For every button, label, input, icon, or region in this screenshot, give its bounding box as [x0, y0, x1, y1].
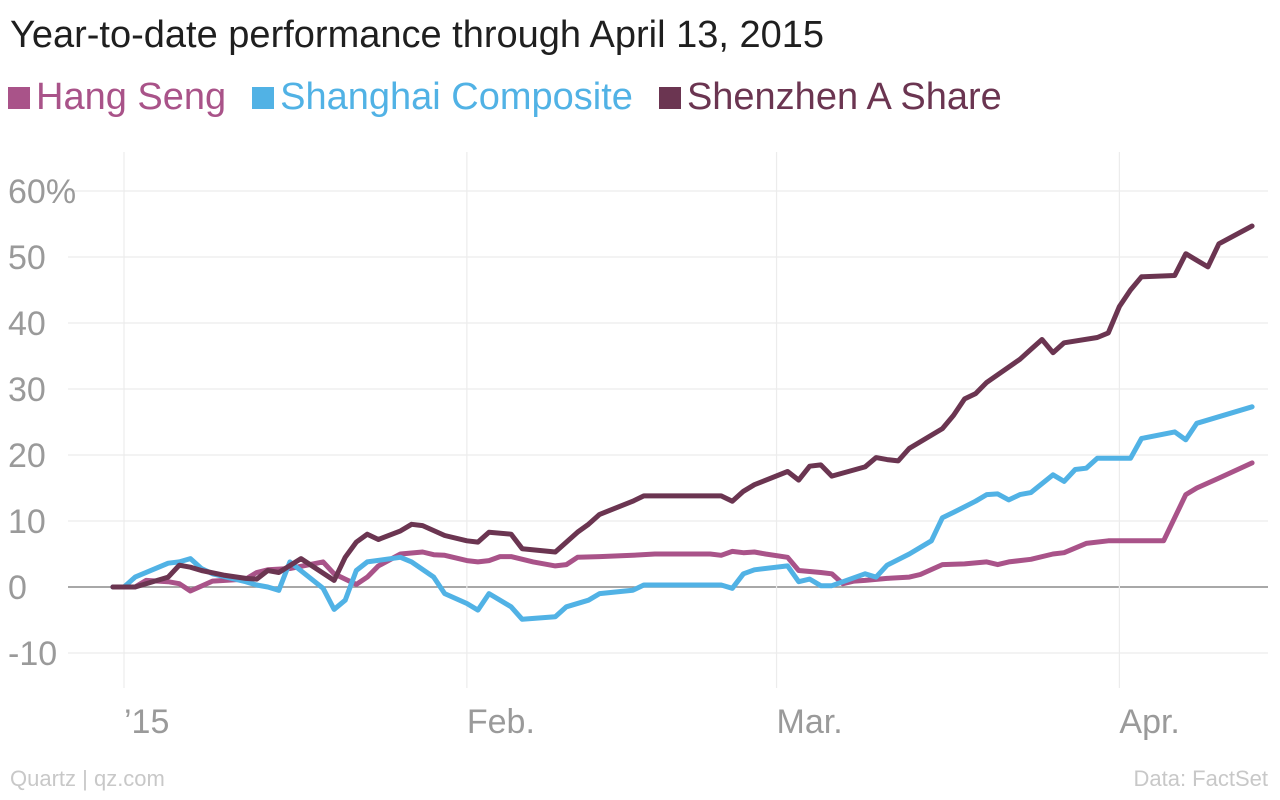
series-line-shenzhen-a-share	[110, 223, 1255, 590]
legend-swatch-shanghai-composite	[252, 86, 275, 109]
y-tick-label: 10	[8, 503, 46, 541]
y-tick-label: -10	[8, 635, 57, 673]
source-credit: Quartz | qz.com	[10, 766, 165, 791]
x-tick-label: ’15	[124, 703, 169, 741]
legend-label-shenzhen-a-share: Shenzhen A Share	[686, 76, 1002, 118]
legend: Hang Seng Shanghai Composite Shenzhen A …	[8, 76, 1002, 119]
legend-label-hang-seng: Hang Seng	[36, 76, 227, 118]
legend-swatch-shenzhen-a-share	[658, 86, 681, 109]
x-tick-label: Mar.	[777, 703, 843, 741]
legend-item-hang-seng: Hang Seng	[8, 76, 226, 119]
chart-title: Year-to-date performance through April 1…	[10, 14, 825, 56]
y-tick-label: 30	[8, 371, 46, 409]
legend-item-shanghai-composite: Shanghai Composite	[252, 76, 633, 119]
y-tick-label: 40	[8, 305, 46, 343]
series-line-hang-seng	[110, 460, 1255, 594]
y-tick-label: 20	[8, 437, 46, 475]
data-source: Data: FactSet	[1133, 766, 1268, 791]
x-tick-label: Apr.	[1119, 703, 1179, 741]
legend-label-shanghai-composite: Shanghai Composite	[280, 76, 633, 118]
x-tick-label: Feb.	[467, 703, 535, 741]
y-tick-label: 60%	[8, 173, 76, 211]
y-tick-label: 0	[8, 569, 27, 607]
legend-item-shenzhen-a-share: Shenzhen A Share	[658, 76, 1002, 119]
y-tick-label: 50	[8, 239, 46, 277]
legend-swatch-hang-seng	[8, 86, 30, 109]
series-line-shanghai-composite	[110, 404, 1255, 622]
